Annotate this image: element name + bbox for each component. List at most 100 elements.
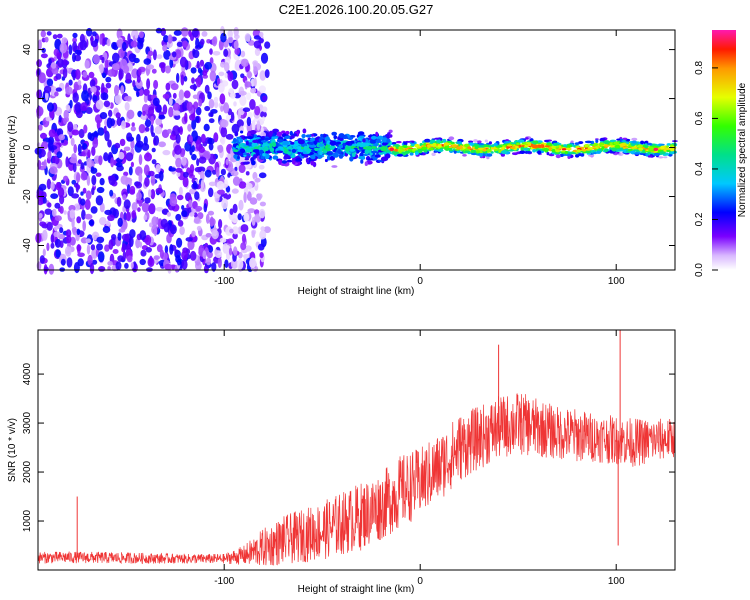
spectrogram-cell <box>42 248 46 257</box>
spectrogram-cell <box>256 120 261 131</box>
spectrogram-cell <box>169 57 174 69</box>
spectrogram-cell <box>350 140 355 144</box>
spectrogram-cell <box>153 225 158 237</box>
spectrogram-cell <box>378 151 384 155</box>
spectrogram-cell <box>176 41 183 47</box>
spectrogram-cell <box>357 131 365 135</box>
spectrogram-cell <box>227 30 233 38</box>
spectrogram-cell <box>208 98 215 109</box>
spectrogram-cell <box>138 199 143 207</box>
spectrogram-cell <box>622 137 628 140</box>
spectrogram-cell <box>242 107 251 112</box>
spectrogram-cell <box>313 147 320 152</box>
spectrogram-cell <box>40 132 47 139</box>
spectrogram-cell <box>163 35 169 43</box>
spectrogram-cell <box>546 152 550 156</box>
spectrogram-cell <box>345 141 350 146</box>
spectrogram-cell <box>104 67 109 76</box>
spectrogram-cell <box>56 52 62 60</box>
spectrogram-cell <box>258 208 266 219</box>
spectrogram-cell <box>38 213 43 219</box>
spectrogram-cell <box>635 149 640 152</box>
spectrogram-cell <box>115 112 121 119</box>
spectrogram-cell <box>232 226 239 235</box>
spectrogram-cell <box>98 155 103 166</box>
spectrogram-cell <box>486 153 493 157</box>
spectrogram-cell <box>224 72 228 79</box>
spectrogram-cell <box>147 257 155 268</box>
spectrogram-cell <box>207 244 213 251</box>
spectrogram-cell <box>362 138 366 143</box>
spectrogram-cell <box>115 162 123 168</box>
spectrogram-cell <box>111 41 117 50</box>
spectrogram-cell <box>517 140 524 143</box>
spectrogram-cell <box>196 225 202 231</box>
spectrogram-cell <box>443 142 449 146</box>
spectrogram-cell <box>261 116 266 122</box>
spectrogram-cell <box>356 142 360 147</box>
spectrogram-cell <box>567 144 572 148</box>
spectrogram-cell <box>216 180 225 190</box>
spectrogram-cell <box>208 142 214 151</box>
spectrogram-cell <box>414 143 420 148</box>
spectrogram-cell <box>143 88 150 96</box>
spectrogram-cell <box>658 143 662 146</box>
spectrogram-cell <box>162 44 168 52</box>
spectrogram-cell <box>630 150 635 155</box>
spectrogram-cell <box>251 142 258 148</box>
spectrogram-cell <box>108 109 113 117</box>
spectrogram-cell <box>139 258 146 266</box>
spectrogram-cell <box>544 139 550 143</box>
snr-series-line <box>37 393 676 566</box>
spectrogram-cell <box>49 166 58 175</box>
spectrogram-cell <box>72 41 78 53</box>
spectrogram-cell <box>195 106 202 116</box>
spectrogram-cell <box>240 130 244 134</box>
spectrogram-cell <box>173 110 181 116</box>
spectrogram-cell <box>88 219 95 226</box>
spectrogram-cell <box>205 233 212 238</box>
spectrogram-cell <box>189 84 198 90</box>
spectrogram-cell <box>286 159 293 163</box>
spectrogram-cell <box>103 125 107 135</box>
spectrogram-cell <box>246 191 252 202</box>
spectrogram-cell <box>77 159 82 165</box>
spectrogram-cell <box>66 257 73 268</box>
spectrogram-cell <box>490 146 496 150</box>
spectrogram-cell <box>130 139 135 150</box>
spectrogram-cell <box>211 262 217 272</box>
spectrogram-cell <box>204 84 210 94</box>
spectrogram-cell <box>38 72 46 84</box>
spectrogram-cell <box>69 157 78 164</box>
spectrogram-cell <box>56 33 63 39</box>
spectrogram-cell <box>326 155 331 161</box>
spectrogram-cell <box>322 150 328 154</box>
spectrogram-cell <box>218 219 223 229</box>
spectrogram-cell <box>151 159 157 165</box>
spectrogram-cell <box>537 150 542 155</box>
spectrogram-cell <box>253 35 261 40</box>
spectrogram-cell <box>117 217 123 227</box>
spectrogram-cell <box>284 135 291 139</box>
spectrogram-cell <box>43 85 52 94</box>
spectrogram-cell <box>154 174 162 179</box>
spectrogram-cell <box>244 33 251 42</box>
spectrogram-x-tick-label: 0 <box>417 276 423 287</box>
spectrogram-cell <box>82 71 88 78</box>
spectrogram-cell <box>259 31 264 38</box>
spectrogram-cell <box>259 201 266 207</box>
spectrogram-cell <box>80 171 88 181</box>
spectrogram-cell <box>230 92 236 99</box>
spectrogram-cell <box>126 109 135 120</box>
spectrogram-cell <box>657 156 664 159</box>
spectrogram-cell <box>264 69 270 79</box>
spectrogram-cell <box>118 68 124 80</box>
spectrogram-cell <box>225 158 229 166</box>
spectrogram-cell <box>613 141 620 145</box>
spectrogram-cell <box>198 146 205 154</box>
spectrogram-cell <box>193 212 198 218</box>
spectrogram-cell <box>310 134 315 137</box>
spectrogram-cell <box>158 141 167 148</box>
spectrogram-cell <box>264 41 271 49</box>
spectrogram-cell <box>36 59 42 68</box>
